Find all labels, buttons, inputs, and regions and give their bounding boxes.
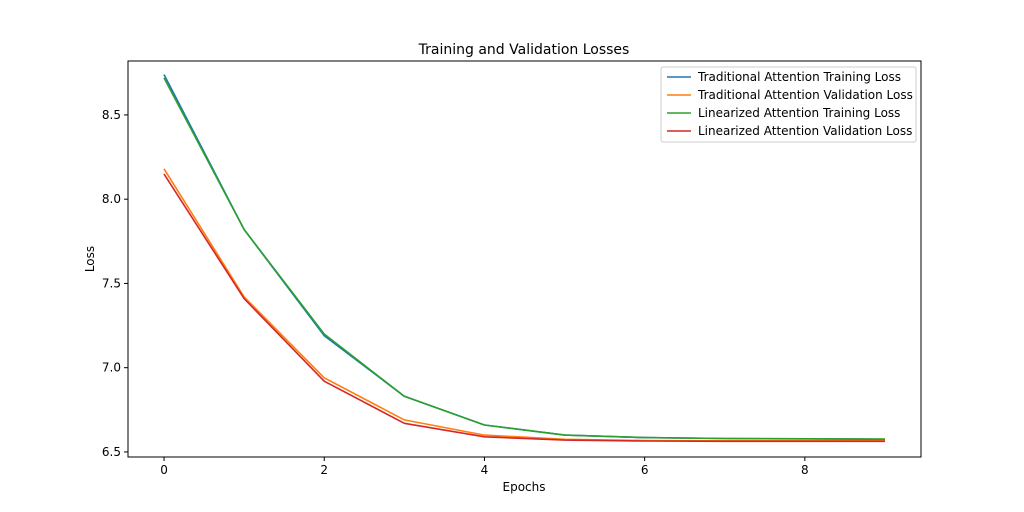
legend-box	[660, 66, 917, 143]
legend: Traditional Attention Training Loss Tradi…	[660, 66, 917, 143]
series-line-linearized-attention-validation-loss	[163, 173, 885, 443]
x-axis-ticks: 0 2 4 6 8	[160, 457, 809, 477]
y-tick-label: 8.0	[102, 192, 121, 206]
series-line-linearized-attention-training-loss	[163, 77, 886, 440]
y-tick-label: 7.5	[102, 276, 121, 290]
x-tick-label: 6	[641, 463, 649, 477]
series-lines	[163, 74, 886, 443]
y-tick-label: 8.5	[102, 108, 121, 122]
chart-title: Training and Validation Losses	[418, 42, 630, 58]
x-tick-label: 0	[160, 463, 168, 477]
plot-frame	[127, 60, 922, 458]
x-axis-label: Epochs	[503, 480, 546, 494]
y-tick-label: 7.0	[102, 361, 121, 375]
legend-label-linearized-attention-training-loss: Linearized Attention Training Loss	[698, 106, 900, 120]
y-axis-ticks: 6.5 7.0 7.5 8.0 8.5	[102, 108, 128, 459]
x-tick-label: 4	[481, 463, 489, 477]
x-tick-label: 2	[320, 463, 328, 477]
x-tick-label: 8	[801, 463, 809, 477]
legend-label-traditional-attention-training-loss: Traditional Attention Training Loss	[697, 70, 901, 84]
y-axis-label: Loss	[83, 246, 97, 272]
legend-label-linearized-attention-validation-loss: Linearized Attention Validation Loss	[698, 124, 912, 138]
y-tick-label: 6.5	[102, 445, 121, 459]
legend-label-traditional-attention-validation-loss: Traditional Attention Validation Loss	[697, 88, 913, 102]
